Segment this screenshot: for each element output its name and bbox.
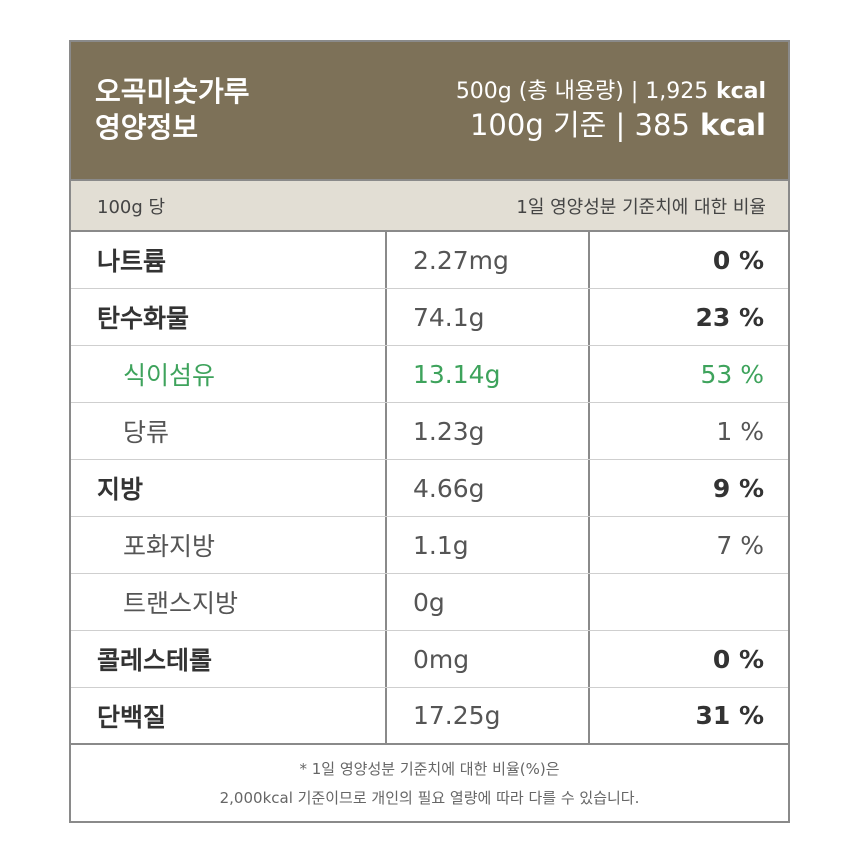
- nutrient-percent: 31 %: [588, 688, 788, 743]
- kcal-unit: kcal: [689, 108, 766, 142]
- nutrient-percent: 53 %: [588, 346, 788, 402]
- nutrient-amount: 4.66g: [385, 460, 588, 516]
- table-row: 식이섬유 13.14g 53 %: [71, 346, 788, 403]
- table-row: 당류 1.23g 1 %: [71, 403, 788, 460]
- nutrient-name: 탄수화물: [97, 304, 190, 333]
- total-calorie-line: 500g (총 내용량) | 1,925 kcal: [456, 78, 766, 106]
- nutrient-amount: 0g: [385, 574, 588, 630]
- base-calorie-line: 100g 기준 | 385 kcal: [456, 106, 766, 144]
- table-subheader: 100g 당 1일 영양성분 기준치에 대한 비율: [71, 181, 788, 232]
- nutrient-percent: 7 %: [588, 517, 788, 573]
- calorie-info: 500g (총 내용량) | 1,925 kcal 100g 기준 | 385 …: [456, 78, 766, 144]
- nutrition-header: 오곡미숫가루 영양정보 500g (총 내용량) | 1,925 kcal 10…: [71, 42, 788, 181]
- table-row: 단백질 17.25g 31 %: [71, 688, 788, 745]
- base-amount: 100g 기준: [469, 108, 607, 142]
- kcal-unit: kcal: [708, 79, 766, 104]
- table-row: 콜레스테롤 0mg 0 %: [71, 631, 788, 688]
- title-line-nutrition: 영양정보: [95, 111, 199, 144]
- nutrition-facts-panel: 오곡미숫가루 영양정보 500g (총 내용량) | 1,925 kcal 10…: [69, 40, 790, 823]
- base-kcal: 385: [634, 108, 690, 142]
- nutrient-name: 트랜스지방: [123, 589, 239, 618]
- nutrient-name: 콜레스테롤: [97, 646, 213, 675]
- nutrient-percent: [588, 574, 788, 630]
- separator: |: [606, 108, 635, 142]
- per-serving-label: 100g 당: [97, 196, 166, 218]
- table-row: 지방 4.66g 9 %: [71, 460, 788, 517]
- nutrient-percent: 9 %: [588, 460, 788, 516]
- daily-value-label: 1일 영양성분 기준치에 대한 비율: [516, 196, 766, 218]
- table-row: 트랜스지방 0g: [71, 574, 788, 631]
- nutrient-percent: 0 %: [588, 631, 788, 687]
- nutrient-amount: 1.1g: [385, 517, 588, 573]
- nutrient-name: 식이섬유: [123, 361, 216, 390]
- table-row: 포화지방 1.1g 7 %: [71, 517, 788, 574]
- nutrient-percent: 1 %: [588, 403, 788, 459]
- nutrient-name: 단백질: [97, 702, 167, 732]
- nutrient-name: 지방: [97, 475, 144, 504]
- nutrient-amount: 1.23g: [385, 403, 588, 459]
- nutrient-amount: 2.27mg: [385, 232, 588, 288]
- nutrient-amount: 0mg: [385, 631, 588, 687]
- total-kcal: 1,925: [645, 79, 709, 104]
- nutrient-amount: 13.14g: [385, 346, 588, 402]
- nutrient-percent: 0 %: [588, 232, 788, 288]
- product-title: 오곡미숫가루 영양정보: [95, 74, 250, 146]
- nutrient-name: 나트륨: [97, 247, 167, 276]
- total-amount: 500g (총 내용량): [455, 79, 624, 104]
- nutrient-percent: 23 %: [588, 289, 788, 345]
- footnote: * 1일 영양성분 기준치에 대한 비율(%)은 2,000kcal 기준이므로…: [71, 745, 788, 813]
- table-row: 탄수화물 74.1g 23 %: [71, 289, 788, 346]
- nutrient-name: 포화지방: [123, 532, 216, 561]
- table-row: 나트륨 2.27mg 0 %: [71, 232, 788, 289]
- separator: |: [623, 79, 646, 104]
- title-line-product: 오곡미숫가루: [95, 75, 250, 108]
- nutrient-amount: 17.25g: [385, 688, 588, 743]
- nutrient-amount: 74.1g: [385, 289, 588, 345]
- footnote-line: 2,000kcal 기준이므로 개인의 필요 열량에 따라 다를 수 있습니다.: [219, 789, 640, 807]
- footnote-line: * 1일 영양성분 기준치에 대한 비율(%)은: [299, 760, 560, 778]
- nutrient-name: 당류: [123, 418, 170, 447]
